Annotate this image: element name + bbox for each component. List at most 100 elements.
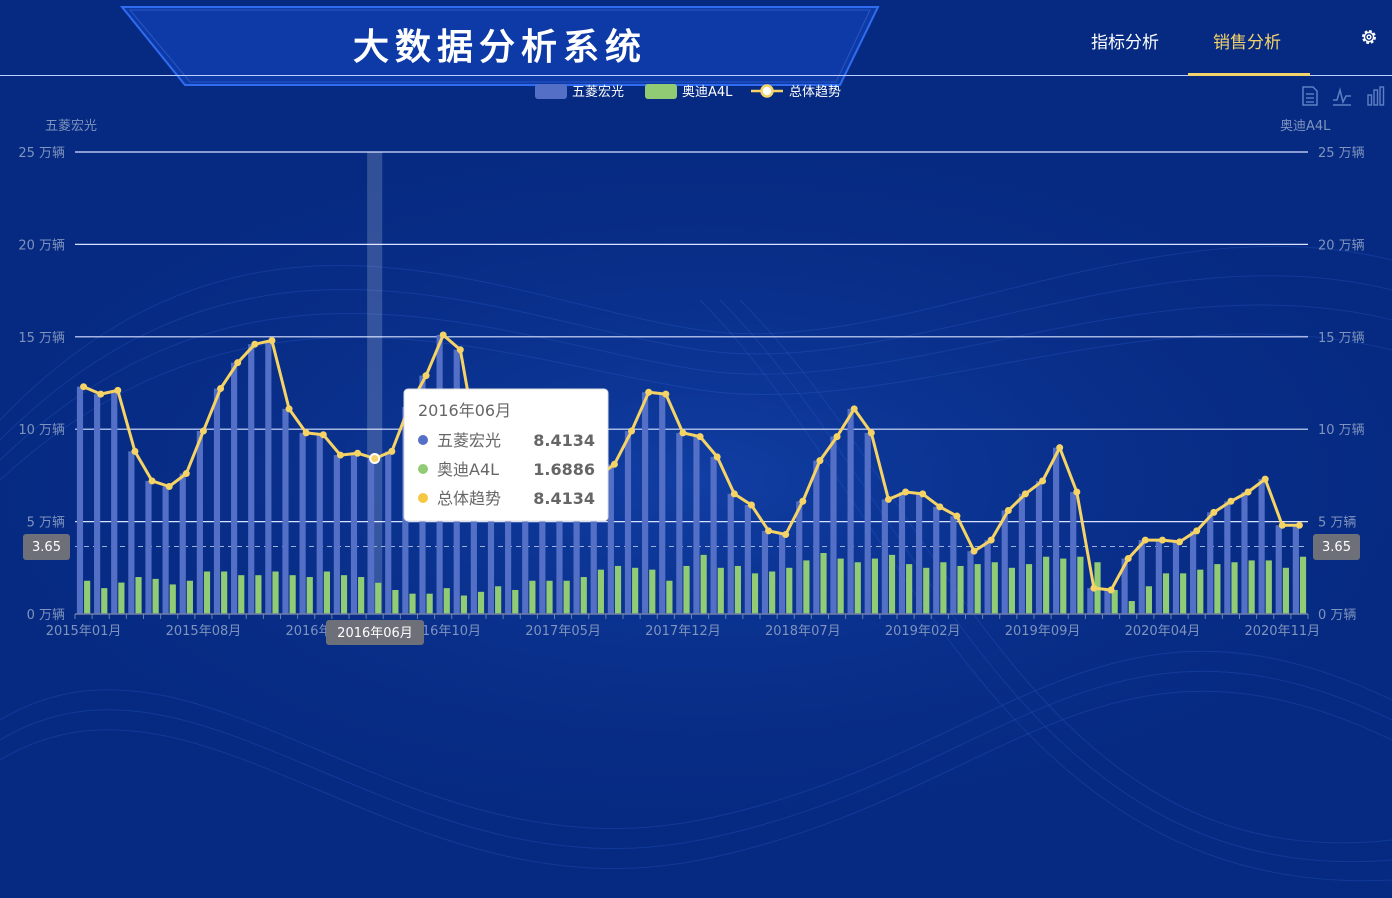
bar-wuling (333, 455, 340, 614)
bar-wuling (967, 551, 974, 614)
bar-wuling (385, 451, 392, 614)
bar-wuling (1035, 480, 1043, 614)
trend-point (936, 503, 944, 511)
tab-sales-analysis[interactable]: 销售分析 (1213, 33, 1281, 53)
legend-swatch-audi (645, 84, 677, 99)
trend-point (884, 495, 892, 503)
trend-point (388, 447, 396, 455)
bar-wuling (1138, 540, 1145, 614)
bar-wuling (1172, 541, 1180, 614)
gear-icon[interactable] (1358, 26, 1380, 48)
y-tick-label-left: 0 万辆 (27, 608, 65, 623)
bar-wuling (642, 392, 649, 614)
chart-grid: 0 万辆 0 万辆 5 万辆 5 万辆 10 万辆 10 万辆 15 万辆 15 万辆 20 万… (18, 146, 1364, 623)
bar-wuling (864, 432, 871, 614)
bar-audi (906, 564, 913, 614)
bar-audi (923, 567, 930, 614)
bar-wuling (1292, 525, 1299, 614)
bar-wuling (916, 493, 923, 614)
bar-audi (803, 560, 810, 614)
trend-point (1056, 444, 1064, 452)
trend-point (422, 372, 430, 380)
trend-point (319, 431, 327, 439)
bar-wuling (1121, 558, 1128, 614)
bar-wuling (676, 432, 683, 614)
trend-point (165, 482, 173, 490)
bar-audi (1197, 569, 1204, 614)
bar-wuling (1275, 525, 1282, 614)
bar-audi (717, 567, 724, 614)
trend-point (80, 383, 88, 391)
bar-audi (974, 564, 981, 614)
y-tick-label-right: 15 万辆 (1318, 331, 1365, 346)
bar-audi (632, 567, 639, 614)
bar-audi (1299, 556, 1307, 614)
trend-point (1004, 507, 1012, 515)
bar-audi (152, 578, 159, 614)
bar-wuling (1155, 540, 1162, 614)
tooltip-dot-wuling (418, 435, 428, 445)
y-tick-label-left: 25 万辆 (18, 146, 65, 161)
data-view-icon[interactable] (1300, 86, 1320, 106)
bar-audi (700, 554, 707, 614)
bar-audi (1008, 567, 1015, 614)
trend-point (1124, 555, 1132, 563)
bar-wuling (796, 501, 803, 614)
tooltip-value-wuling: 8.4134 (533, 431, 595, 450)
x-tick-label: 2015年08月 (166, 624, 242, 639)
trend-point (1210, 508, 1218, 516)
bar-wuling (94, 394, 101, 614)
trend-point (369, 453, 381, 465)
bar-wuling (659, 394, 666, 614)
bar-wuling (1070, 492, 1077, 614)
x-tick-label: 2015年01月 (46, 624, 122, 639)
legend-swatch-wuling (535, 84, 567, 99)
trend-point (114, 386, 122, 394)
chart-legend[interactable]: 五菱宏光 奥迪A4L 总体趋势 (535, 84, 841, 100)
bar-audi (786, 567, 793, 614)
trend-point (217, 385, 225, 393)
bar-wuling (779, 534, 786, 614)
bar-wuling (1018, 493, 1025, 614)
trend-point (1244, 488, 1252, 496)
y-tick-label-right: 10 万辆 (1318, 423, 1365, 438)
bar-audi (118, 582, 125, 614)
bar-audi (1060, 558, 1067, 614)
x-tick-label: 2017年05月 (525, 624, 601, 639)
x-tick-label: 2020年04月 (1125, 624, 1201, 639)
active-tab-underline (1188, 73, 1310, 76)
bar-audi (1214, 564, 1221, 614)
x-tick-label: 2019年09月 (1005, 624, 1081, 639)
bar-audi (649, 569, 656, 614)
bar-wuling (1001, 510, 1008, 614)
line-chart-icon[interactable] (1332, 86, 1352, 106)
bar-wuling (1224, 501, 1231, 614)
bar-audi (1162, 573, 1170, 614)
tooltip-value-audi: 1.6886 (533, 460, 595, 479)
trend-point (439, 331, 447, 339)
axis-pointer-value-left: 3.65 (32, 540, 61, 555)
bar-chart-icon[interactable] (1366, 86, 1386, 106)
bar-audi (991, 562, 998, 614)
x-tick-label: 2016年10月 (405, 624, 481, 639)
bar-audi (666, 580, 673, 614)
bar-audi (580, 577, 587, 614)
y-tick-label-right: 5 万辆 (1318, 516, 1356, 531)
bar-audi (460, 595, 467, 614)
axis-pointer-value-right: 3.65 (1322, 540, 1351, 555)
trend-point (1107, 586, 1115, 594)
bar-audi (426, 593, 433, 614)
bar-wuling (813, 460, 820, 614)
bar-audi (1025, 564, 1033, 614)
trend-point (234, 359, 242, 367)
trend-point (1039, 477, 1047, 485)
bar-wuling (950, 516, 957, 614)
bar-audi (769, 571, 776, 614)
bar-audi (1111, 589, 1118, 614)
y-tick-label-right: 20 万辆 (1318, 238, 1365, 253)
bar-audi (854, 562, 861, 614)
trend-point (1073, 488, 1081, 496)
trend-point (131, 447, 139, 455)
tab-indicator-analysis[interactable]: 指标分析 (1091, 33, 1159, 53)
